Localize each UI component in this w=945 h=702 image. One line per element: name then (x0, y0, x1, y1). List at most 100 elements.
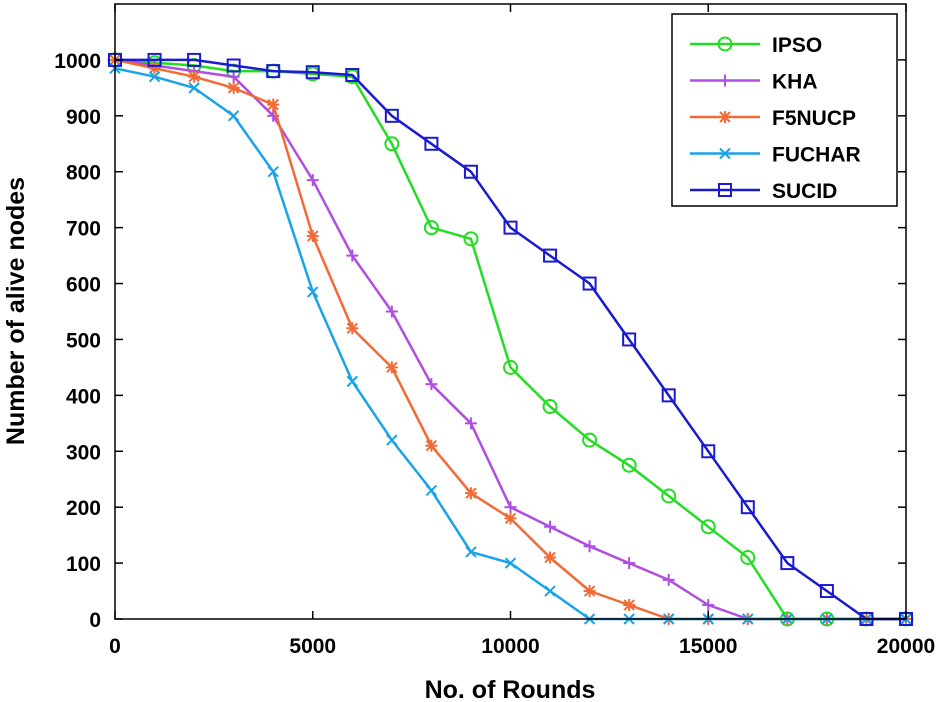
data-point-kha (385, 305, 398, 318)
data-point-fuchar (267, 166, 279, 178)
data-point-ipso (542, 399, 558, 415)
data-point-f5nucp (623, 599, 636, 612)
data-point-ipso (384, 136, 400, 152)
legend-label: SUCID (772, 180, 837, 203)
data-point-sucid (701, 444, 716, 459)
x-tick-label: 10000 (481, 635, 539, 658)
data-point-f5nucp (188, 70, 201, 83)
data-point-f5nucp (267, 98, 280, 111)
data-point-f5nucp (346, 322, 359, 335)
x-tick-label: 15000 (679, 635, 737, 658)
data-point-ipso (503, 359, 518, 375)
data-point-fuchar (544, 585, 556, 597)
legend-marker (719, 147, 731, 160)
legend-entry-f5nucp: F5NUCP (690, 107, 856, 130)
data-point-fuchar (504, 557, 517, 569)
series-line-ipso (114, 58, 906, 621)
data-point-fuchar (148, 70, 161, 83)
data-point-kha (464, 417, 477, 430)
data-point-sucid (819, 584, 834, 599)
data-point-sucid (424, 136, 439, 151)
legend: IPSO KHA F5NUCP FUCHAR SUCID (671, 13, 898, 207)
data-point-kha (227, 70, 240, 83)
data-point-kha (306, 174, 319, 187)
data-point-sucid (780, 556, 795, 571)
data-point-ipso (700, 519, 716, 535)
data-point-fuchar (425, 484, 438, 497)
legend-marker (719, 74, 731, 87)
x-tick-label: 20000 (877, 635, 935, 658)
x-tick-label: 0 (109, 635, 121, 658)
data-point-kha (425, 378, 438, 391)
data-point-sucid (345, 68, 360, 83)
y-tick-label: 800 (66, 162, 101, 185)
y-tick-label: 400 (66, 385, 101, 408)
legend-marker (718, 183, 732, 197)
data-point-ipso (582, 432, 598, 448)
y-tick-label: 700 (66, 218, 101, 241)
data-point-ipso (661, 488, 677, 504)
data-point-fuchar (465, 546, 477, 558)
data-point-kha (623, 557, 636, 570)
data-point-kha (662, 573, 675, 586)
data-point-kha (346, 249, 359, 262)
data-point-sucid (661, 388, 676, 403)
legend-entry-kha: KHA (690, 71, 818, 94)
data-point-fuchar (386, 434, 398, 446)
y-tick-label: 300 (66, 441, 101, 464)
data-point-ipso (740, 550, 756, 565)
data-point-kha (702, 599, 715, 612)
data-point-fuchar (188, 82, 200, 94)
data-point-f5nucp (504, 512, 517, 525)
data-point-ipso (463, 231, 479, 247)
y-axis-title: Number of alive nodes (2, 177, 30, 445)
data-point-ipso (423, 220, 439, 236)
data-point-kha (544, 520, 557, 533)
legend-marker (719, 111, 731, 123)
legend-box (671, 13, 898, 207)
data-point-fuchar (227, 110, 240, 122)
y-tick-label: 900 (66, 106, 101, 129)
legend-entry-fuchar: FUCHAR (690, 144, 861, 167)
data-point-sucid (582, 276, 597, 291)
y-tick-label: 200 (66, 497, 101, 520)
y-tick-label: 100 (66, 553, 101, 576)
legend-entry-ipso: IPSO (690, 34, 822, 57)
data-point-sucid (226, 58, 241, 73)
legend-marker (717, 36, 733, 52)
legend-label: F5NUCP (772, 107, 856, 130)
data-point-ipso (621, 457, 637, 473)
legend-label: FUCHAR (772, 144, 861, 167)
data-point-fuchar (307, 286, 319, 298)
legend-label: IPSO (772, 34, 822, 57)
data-point-f5nucp (227, 81, 240, 94)
series-line-sucid (115, 58, 906, 621)
data-point-sucid (622, 332, 637, 347)
data-point-fuchar (346, 375, 359, 388)
data-point-kha (504, 501, 517, 514)
legend-entry-sucid: SUCID (690, 180, 837, 203)
data-point-f5nucp (425, 439, 438, 452)
data-point-sucid (463, 164, 478, 179)
y-tick-label: 0 (89, 609, 101, 632)
data-point-f5nucp (544, 551, 557, 564)
x-tick-label: 5000 (289, 635, 336, 658)
data-point-sucid (503, 220, 518, 235)
data-point-f5nucp (385, 361, 398, 374)
data-point-sucid (384, 108, 399, 123)
data-point-f5nucp (464, 487, 477, 500)
data-point-sucid (740, 500, 755, 515)
y-tick-label: 600 (66, 274, 101, 297)
data-point-kha (583, 540, 596, 553)
data-point-f5nucp (306, 230, 319, 243)
data-point-sucid (305, 65, 320, 80)
legend-label: KHA (772, 71, 818, 94)
data-point-sucid (543, 248, 558, 263)
y-tick-label: 1000 (54, 50, 101, 73)
data-point-f5nucp (583, 585, 596, 598)
data-point-sucid (266, 64, 281, 79)
axis-ticks: 0 5000 10000 15000 20000 0 100 200 300 400 500 600 7… (54, 4, 935, 658)
data-point-sucid (187, 52, 202, 67)
data-point-sucid (147, 52, 162, 67)
